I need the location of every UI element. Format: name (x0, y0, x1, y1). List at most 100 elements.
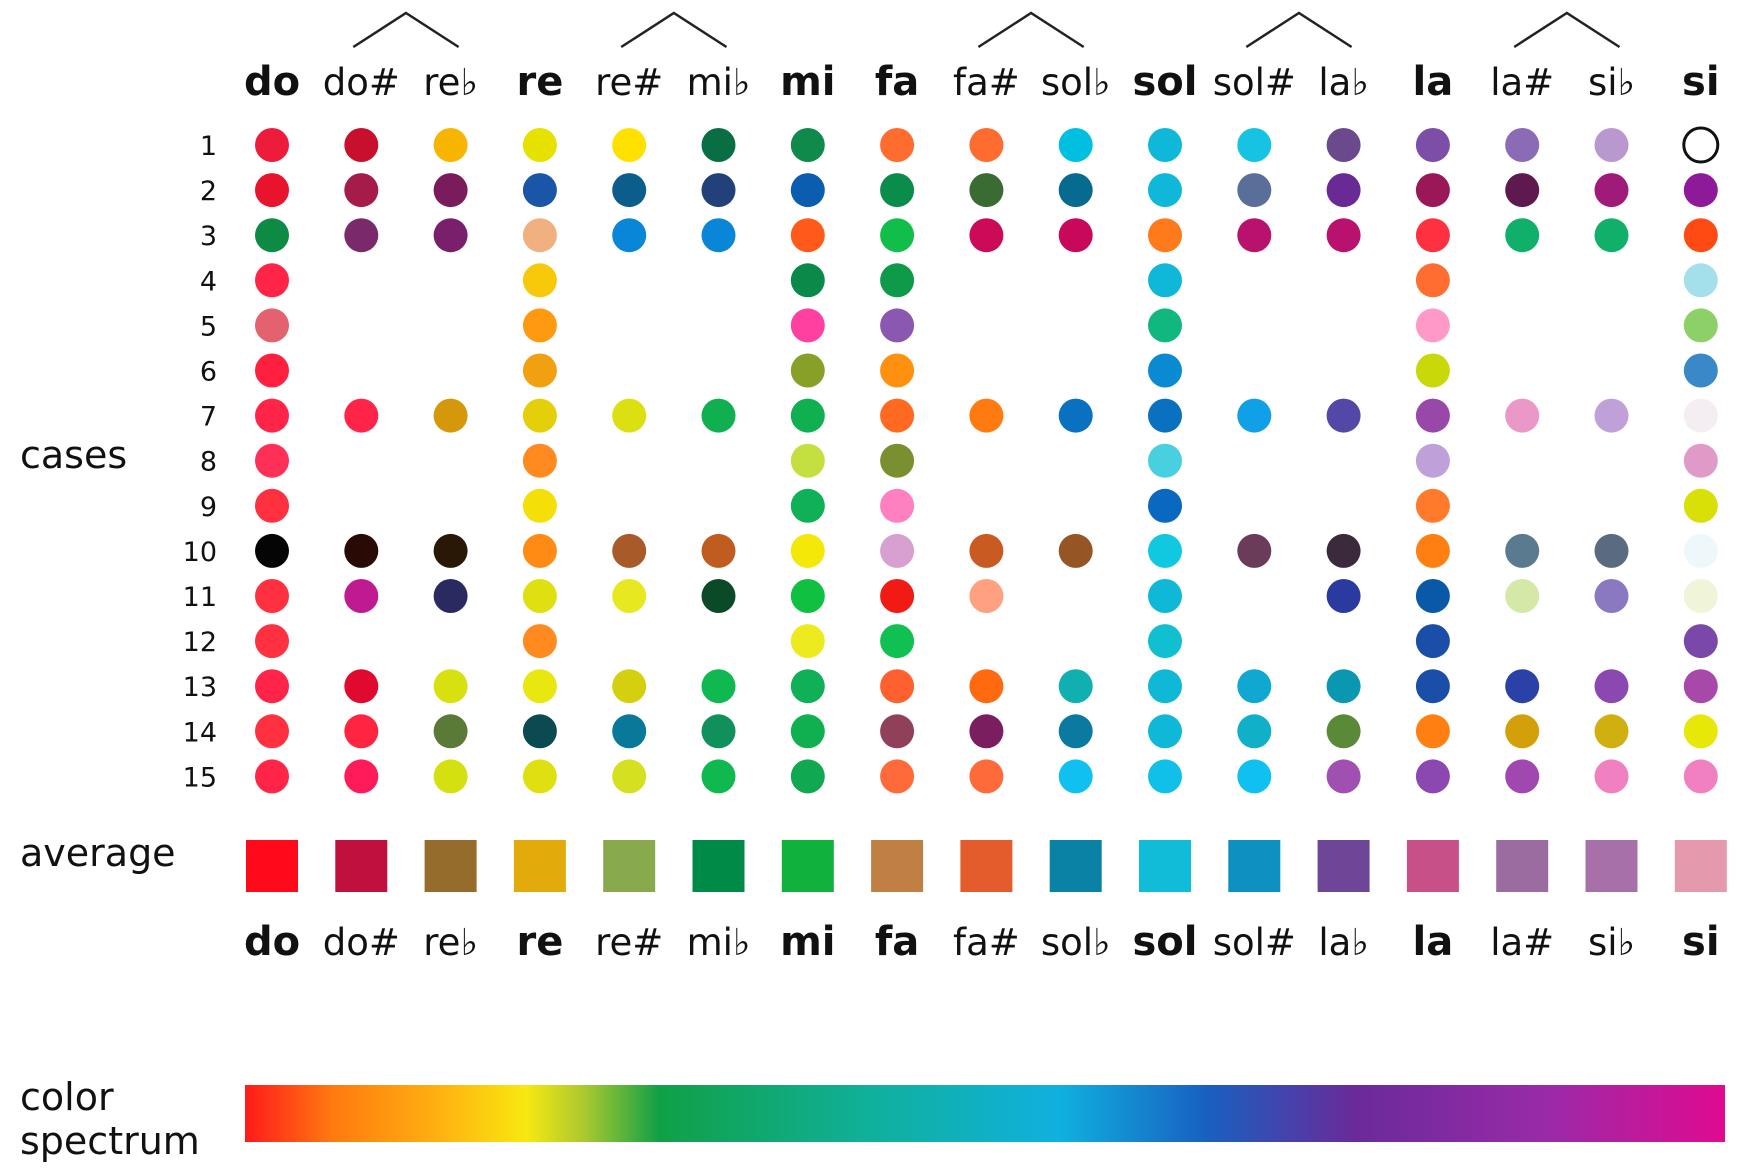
dot-case11-note0 (255, 579, 289, 613)
dot-case5-note16 (1683, 308, 1718, 343)
top-note-7: fa (875, 59, 919, 105)
dot-case13-note14 (1505, 669, 1540, 704)
dot-case14-note9 (1058, 714, 1093, 749)
dot-case6-note16 (1683, 353, 1718, 388)
dot-case4-note10 (1148, 263, 1182, 298)
dot-case14-note8 (969, 714, 1004, 749)
dot-case15-note3 (522, 759, 557, 794)
case-label-1: 1 (200, 131, 217, 162)
dot-case1-note9 (1058, 128, 1093, 162)
dot-case10-note14 (1505, 533, 1540, 568)
enharmonic-bracket-2 (977, 11, 1085, 49)
dot-case14-note13 (1415, 714, 1450, 749)
average-swatch-16 (1674, 840, 1727, 892)
dot-case7-note6 (790, 398, 825, 433)
average-swatch-0 (246, 840, 298, 892)
dot-case9-note7 (880, 488, 915, 523)
bottom-note-6: mi (780, 919, 835, 965)
dot-case3-note10 (1148, 218, 1182, 253)
dot-case10-note5 (701, 533, 736, 568)
dot-case10-note1 (344, 533, 379, 568)
dot-case11-note16 (1683, 579, 1718, 613)
dot-case3-note6 (790, 218, 825, 253)
bottom-note-16: si (1682, 919, 1720, 965)
dot-case1-note1 (344, 128, 379, 162)
dot-case14-note16 (1683, 714, 1718, 749)
dot-case2-note16 (1683, 173, 1718, 208)
dot-case8-note0 (255, 443, 289, 478)
dot-case2-note14 (1505, 173, 1540, 208)
dot-case14-note1 (344, 714, 379, 749)
dot-case4-note7 (880, 263, 915, 298)
case-label-10: 10 (183, 537, 217, 568)
dot-case3-note13 (1415, 218, 1450, 253)
top-note-4: re# (595, 61, 663, 104)
dot-case8-note3 (522, 443, 557, 478)
dot-case5-note7 (880, 308, 915, 343)
enharmonic-bracket-0 (352, 11, 460, 49)
dot-case3-note15 (1594, 218, 1629, 253)
dot-case7-note4 (612, 398, 647, 433)
dot-case15-note1 (344, 759, 379, 794)
dot-case2-note0 (255, 173, 289, 208)
spectrum-label-line1: color (20, 1075, 114, 1119)
dot-case6-note3 (522, 353, 557, 388)
case-label-6: 6 (200, 357, 217, 388)
top-note-10: sol (1133, 59, 1198, 105)
dot-case10-note13 (1415, 533, 1450, 568)
dot-case1-note11 (1237, 128, 1272, 162)
dot-case7-note2 (433, 398, 468, 433)
dot-case15-note9 (1058, 759, 1093, 794)
average-swatch-13 (1406, 840, 1459, 892)
dot-case11-note4 (612, 579, 647, 613)
dot-case10-note15 (1594, 533, 1629, 568)
dot-case1-note14 (1505, 128, 1540, 162)
dot-case3-note4 (612, 218, 647, 253)
spectrum-label-line2: spectrum (20, 1119, 200, 1163)
average-label: average (20, 831, 176, 875)
dot-case14-note4 (612, 714, 647, 749)
bottom-note-2: re♭ (423, 921, 478, 964)
top-note-6: mi (780, 59, 835, 105)
dot-case14-note12 (1326, 714, 1361, 749)
dot-case13-note1 (344, 669, 379, 704)
dot-case4-note6 (790, 263, 825, 298)
dot-case11-note7 (880, 579, 915, 613)
top-note-0: do (244, 59, 300, 105)
dot-case3-note2 (433, 218, 468, 253)
dot-case13-note13 (1415, 669, 1450, 704)
bottom-note-8: fa# (953, 921, 1020, 964)
dot-case2-note13 (1415, 173, 1450, 208)
dot-case15-note13 (1415, 759, 1450, 794)
dot-case7-note3 (522, 398, 557, 433)
case-label-5: 5 (200, 311, 217, 342)
average-swatch-8 (960, 840, 1013, 892)
bottom-note-3: re (516, 919, 563, 965)
top-note-14: la# (1490, 61, 1554, 104)
dot-case11-note8 (969, 579, 1004, 613)
dot-case1-note3 (522, 128, 557, 162)
average-swatch-7 (871, 840, 924, 892)
dot-case12-note3 (522, 624, 557, 659)
dot-case7-note5 (701, 398, 736, 433)
dot-case7-note1 (344, 398, 379, 433)
case-label-12: 12 (183, 627, 217, 658)
case-label-3: 3 (200, 221, 217, 252)
dot-case7-note14 (1505, 398, 1540, 433)
dot-case12-note10 (1148, 624, 1182, 659)
dot-case3-note3 (522, 218, 557, 253)
dot-case7-note11 (1237, 398, 1272, 433)
dot-case6-note13 (1415, 353, 1450, 388)
dot-case14-note14 (1505, 714, 1540, 749)
dot-case15-note4 (612, 759, 647, 794)
dot-case15-note16 (1683, 759, 1718, 794)
dot-case10-note3 (522, 533, 557, 568)
average-swatch-1 (335, 840, 388, 892)
top-note-2: re♭ (423, 61, 478, 104)
dot-case1-note8 (969, 128, 1004, 162)
dot-case12-note0 (255, 624, 289, 659)
case-label-13: 13 (183, 672, 217, 703)
top-note-15: si♭ (1588, 61, 1635, 104)
average-swatch-11 (1228, 840, 1281, 892)
